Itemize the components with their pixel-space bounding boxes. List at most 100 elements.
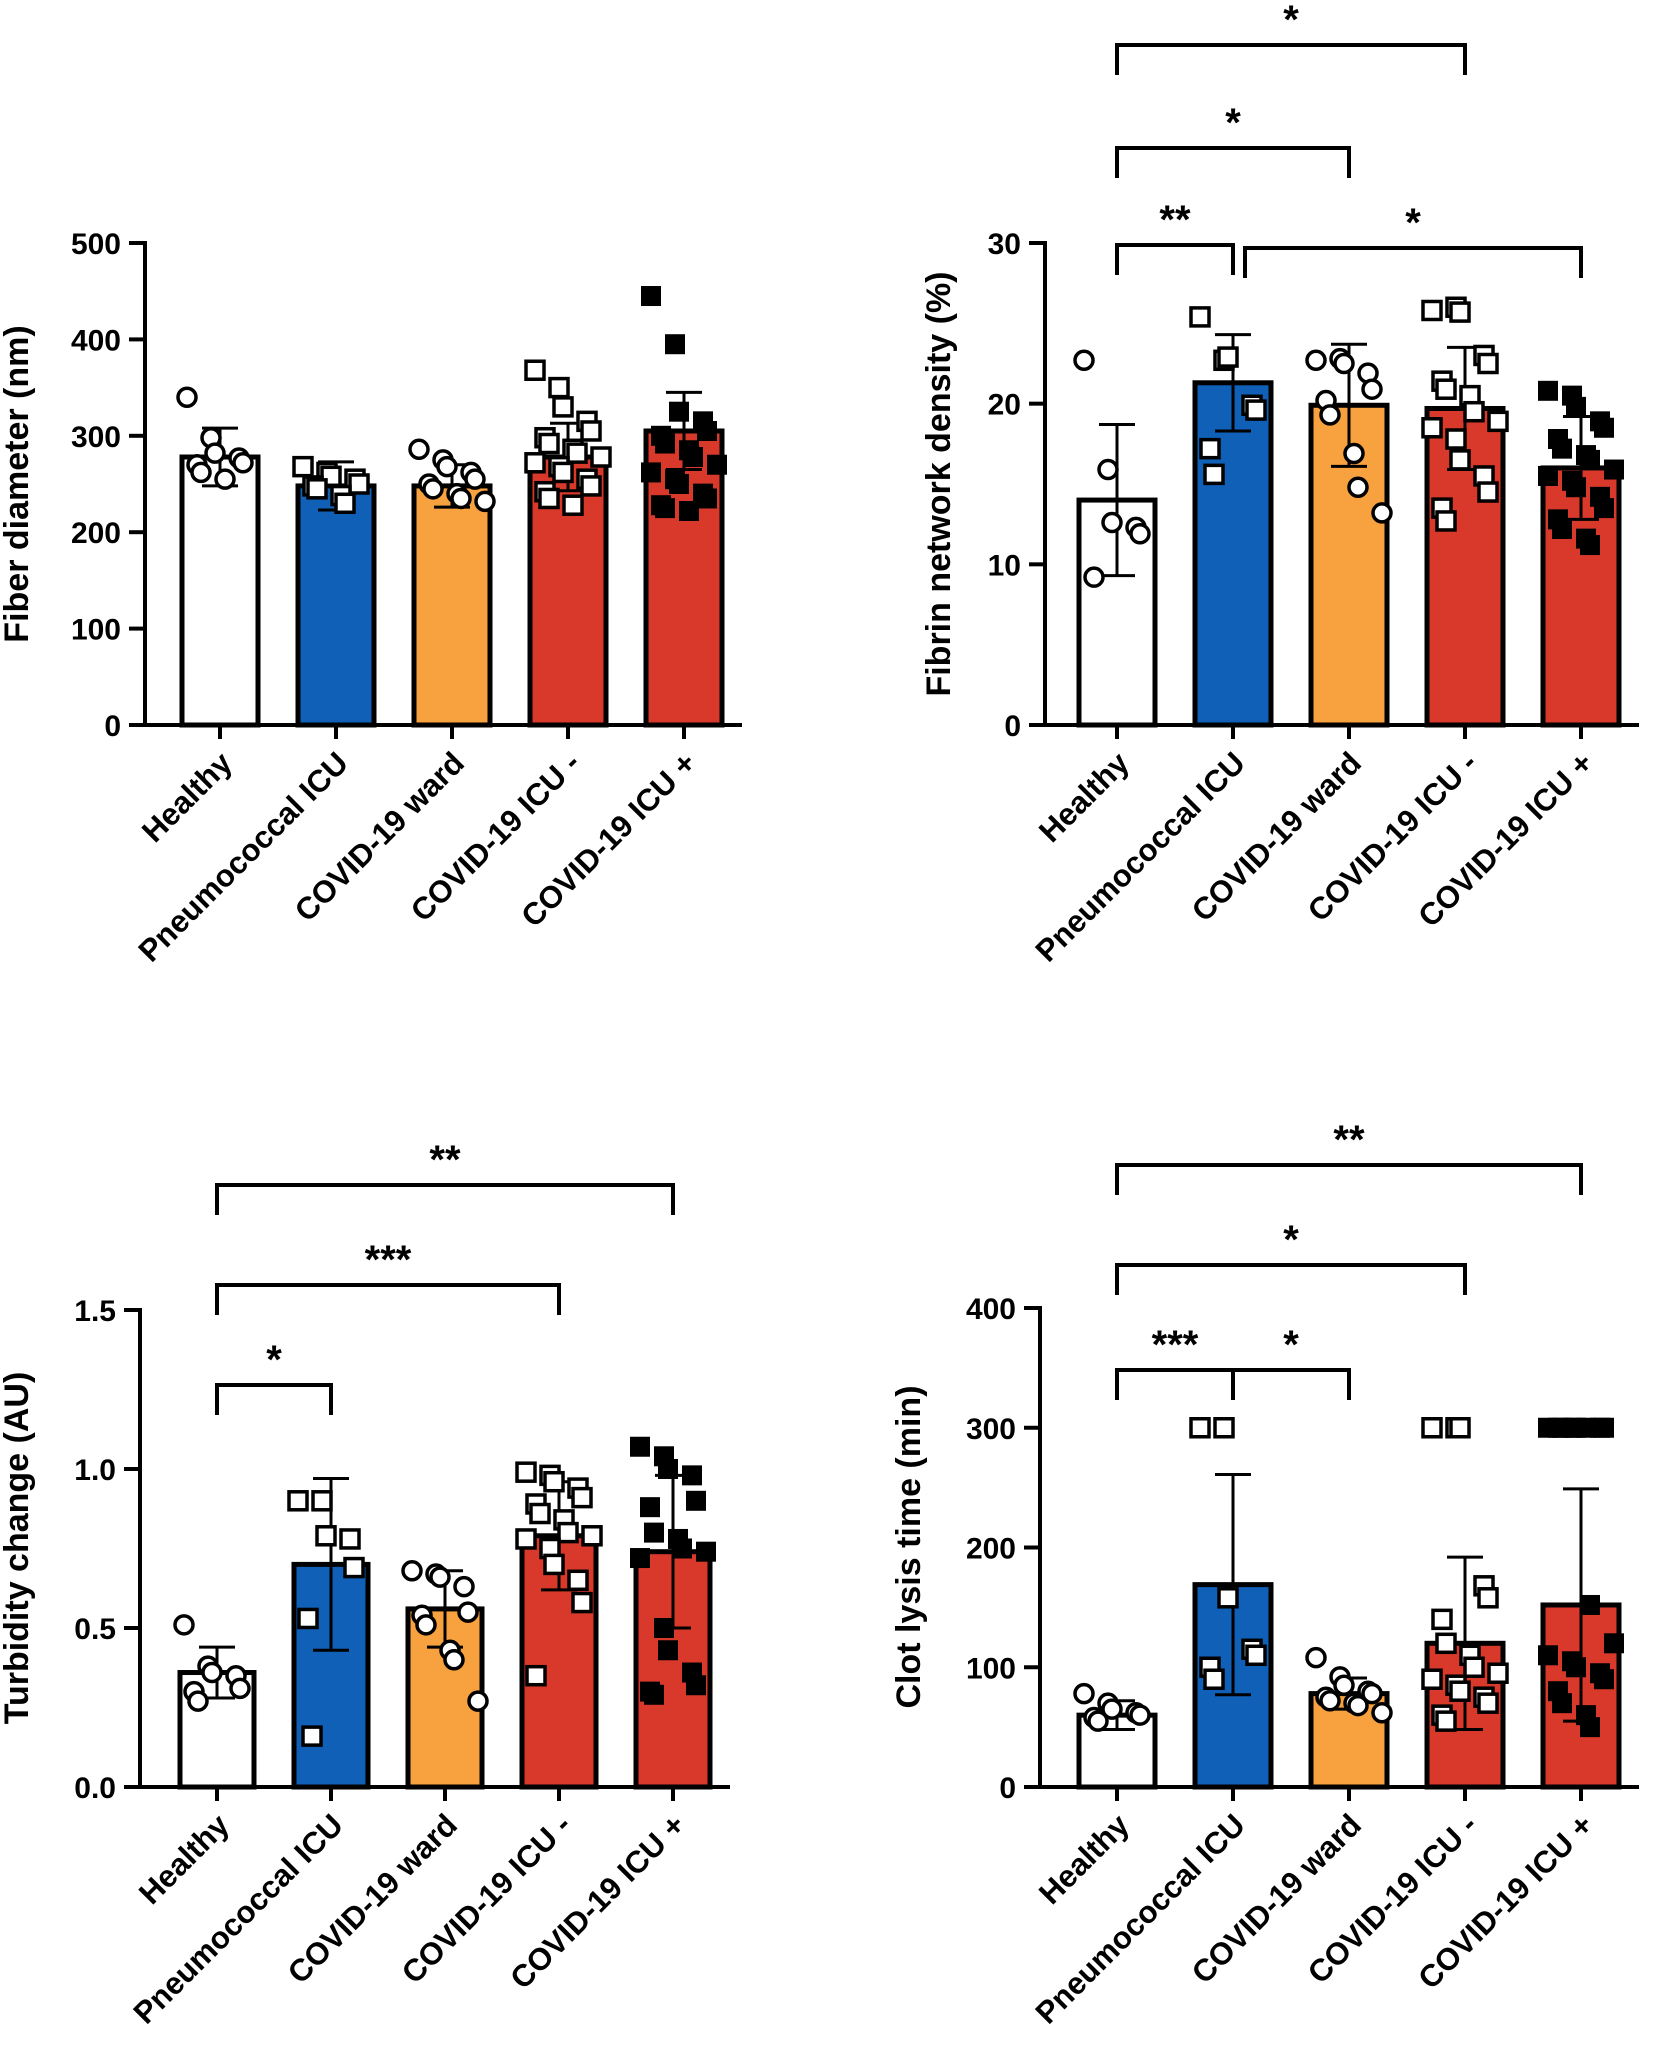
data-point — [1449, 1417, 1471, 1439]
data-point — [1305, 349, 1327, 372]
y-tick-label: 10 — [988, 549, 1021, 582]
data-point — [1538, 1645, 1558, 1666]
data-point — [1445, 428, 1467, 450]
data-point — [682, 1465, 702, 1486]
data-point — [552, 461, 574, 484]
y-tick-label: 100 — [966, 1652, 1016, 1685]
data-point — [1576, 1417, 1596, 1438]
data-point — [567, 1569, 589, 1592]
y-tick-label: 1.5 — [74, 1295, 116, 1328]
data-point — [529, 1502, 551, 1525]
data-point — [683, 447, 703, 468]
data-point — [1538, 380, 1558, 401]
data-point — [1319, 1690, 1341, 1712]
x-tick-label-pneumococcal-icu: Pneumococcal ICU — [1029, 745, 1252, 968]
data-point — [1189, 1417, 1211, 1439]
data-point — [1463, 1656, 1485, 1678]
data-point — [543, 1470, 565, 1493]
data-point — [669, 474, 689, 494]
data-point — [201, 1661, 223, 1684]
significance-bracket — [1115, 1263, 1467, 1295]
data-point — [1604, 1633, 1624, 1654]
data-point — [1463, 400, 1485, 423]
data-point — [1217, 346, 1239, 368]
data-point — [686, 1675, 706, 1696]
data-point — [1421, 299, 1443, 322]
data-point — [672, 1538, 692, 1559]
significance-bracket — [1231, 1368, 1351, 1400]
data-point — [1203, 463, 1225, 486]
data-point — [339, 1528, 361, 1550]
significance-label: *** — [1152, 1323, 1199, 1367]
significance-label: * — [1283, 0, 1299, 42]
x-tick-label-healthy: Healthy — [135, 745, 239, 849]
data-point — [697, 420, 717, 441]
significance-label: ** — [429, 1138, 461, 1182]
data-point — [464, 468, 486, 490]
significance-bracket — [1115, 243, 1235, 275]
y-tick-label: 200 — [71, 517, 121, 550]
data-point — [1552, 1417, 1572, 1438]
data-point — [566, 442, 588, 464]
data-point — [1435, 1710, 1457, 1732]
x-tick-label-pneumococcal-icu: Pneumococcal ICU — [127, 1807, 350, 2030]
y-tick-label: 1.0 — [74, 1454, 116, 1487]
data-point — [1347, 1694, 1369, 1717]
data-point — [1566, 477, 1586, 498]
data-point — [571, 1591, 593, 1614]
y-tick-label: 0 — [999, 1772, 1016, 1805]
data-point — [655, 433, 675, 454]
data-point — [658, 1459, 678, 1479]
data-point — [1347, 476, 1369, 498]
data-point — [1487, 1662, 1509, 1684]
data-point — [679, 500, 699, 521]
x-tick-label-healthy: Healthy — [1032, 745, 1136, 849]
data-point — [1319, 404, 1341, 426]
y-tick-label: 400 — [966, 1293, 1016, 1326]
data-point — [658, 1640, 678, 1661]
significance-label: ** — [1333, 1118, 1365, 1162]
data-point — [436, 455, 458, 478]
data-point — [1083, 566, 1105, 588]
data-point — [1566, 1657, 1586, 1678]
data-point — [204, 442, 226, 464]
data-point — [453, 1575, 475, 1598]
data-point — [665, 334, 685, 355]
error-bar-healthy — [1099, 423, 1135, 578]
y-tick-label: 0.5 — [74, 1613, 116, 1646]
significance-bracket — [215, 1383, 333, 1415]
data-point — [548, 376, 570, 399]
data-point — [1538, 465, 1558, 486]
data-point — [1333, 1674, 1355, 1696]
significance-label: ** — [1159, 198, 1191, 242]
data-point — [1097, 458, 1119, 481]
bar-pneumococcal-icu — [295, 483, 377, 728]
data-point — [173, 1614, 195, 1636]
data-point — [1343, 442, 1365, 465]
data-point — [422, 478, 444, 500]
significance-label: * — [266, 1338, 282, 1382]
data-point — [1477, 352, 1499, 375]
bar-covid-19-ward — [411, 483, 493, 728]
x-tick-label-healthy: Healthy — [1032, 1807, 1136, 1911]
data-point — [232, 452, 254, 474]
data-point — [669, 401, 689, 422]
significance-bracket — [1243, 246, 1583, 278]
x-tick-label-healthy: Healthy — [132, 1807, 236, 1911]
data-point — [686, 1490, 706, 1511]
data-point — [524, 359, 546, 381]
data-point — [707, 454, 727, 475]
data-point — [1552, 438, 1572, 459]
y-tick-label: 30 — [988, 228, 1021, 261]
data-point — [641, 286, 661, 307]
y-tick-label: 500 — [71, 228, 121, 261]
x-tick-label-pneumococcal-icu: Pneumococcal ICU — [1029, 1807, 1252, 2030]
data-point — [552, 396, 574, 418]
data-point — [1129, 1704, 1151, 1726]
data-point — [644, 1684, 664, 1705]
data-point — [457, 1601, 479, 1623]
data-point — [1449, 301, 1471, 323]
data-point — [644, 1522, 664, 1543]
